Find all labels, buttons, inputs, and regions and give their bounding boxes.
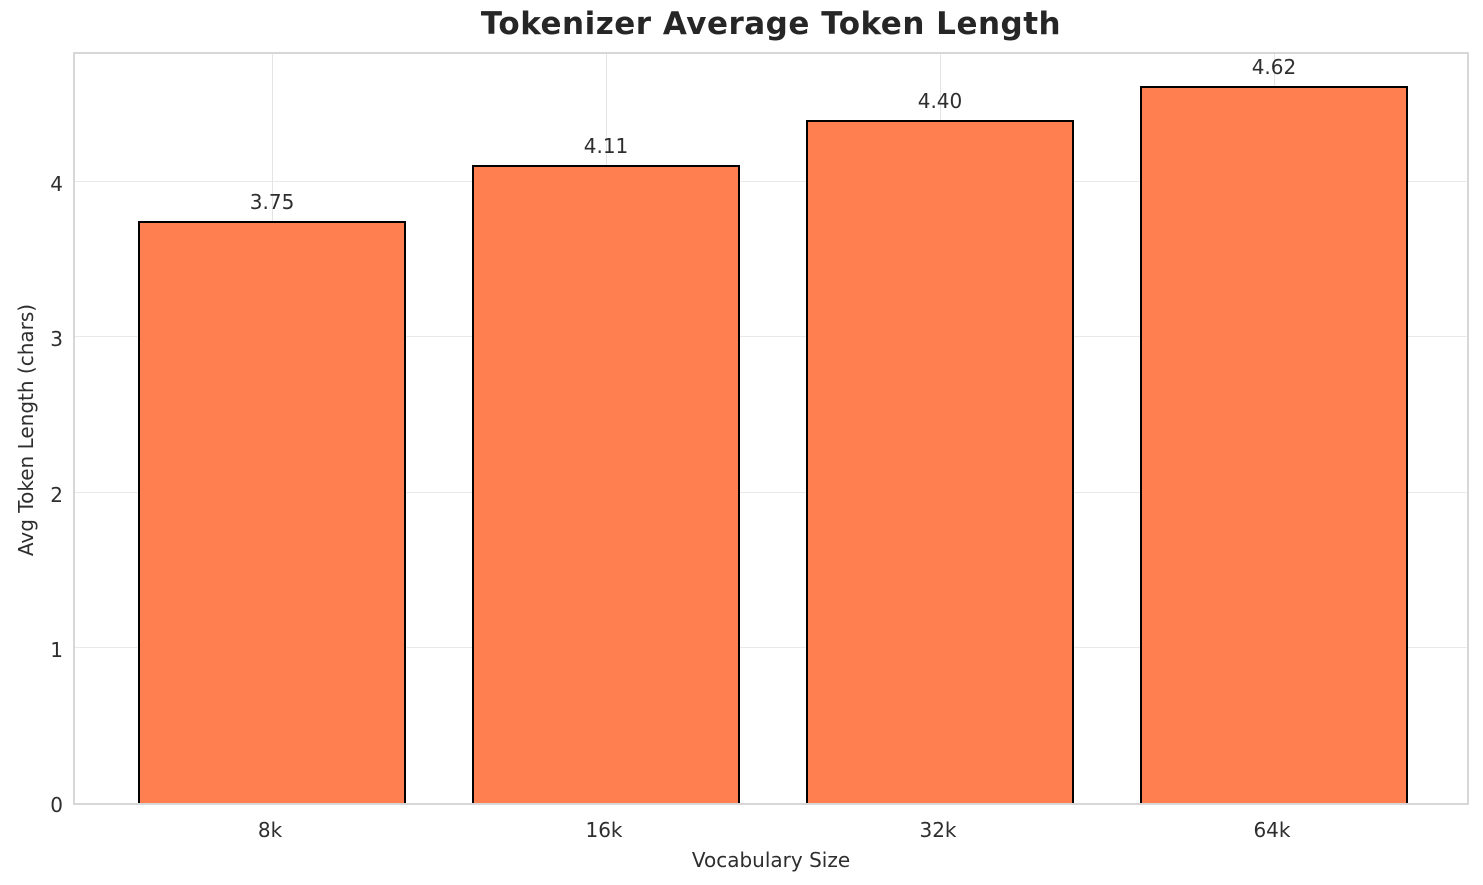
h-gridline-4 (75, 181, 1467, 183)
x-tick-label-8k: 8k (257, 818, 283, 842)
x-tick-label-16k: 16k (585, 818, 623, 842)
x-axis-label: Vocabulary Size (691, 848, 851, 872)
h-gridline-2 (75, 491, 1467, 493)
bar-8k (138, 220, 406, 803)
bar-64k (1140, 85, 1408, 803)
bar-16k (472, 165, 740, 803)
y-tick-label-2: 2 (50, 482, 63, 507)
h-gridline-1 (75, 646, 1467, 648)
plot-area: 3.75 4.11 4.40 4.62 (73, 52, 1469, 805)
bar-value-label-64k: 4.62 (1251, 54, 1297, 79)
y-tick-label-3: 3 (50, 327, 63, 352)
bar-value-label-8k: 3.75 (249, 189, 295, 214)
y-tick-label-0: 0 (50, 793, 63, 817)
bar-value-label-32k: 4.40 (917, 89, 963, 114)
y-tick-label-1: 1 (50, 637, 63, 662)
x-tick-label-64k: 64k (1253, 818, 1291, 842)
y-tick-label-4: 4 (50, 172, 63, 197)
h-gridline-3 (75, 336, 1467, 338)
bar-value-label-16k: 4.11 (583, 134, 629, 159)
y-axis-label: Avg Token Length (chars) (14, 303, 38, 557)
bar-32k (806, 120, 1074, 803)
chart-title: Tokenizer Average Token Length (480, 6, 1062, 42)
x-tick-label-32k: 32k (919, 818, 957, 842)
